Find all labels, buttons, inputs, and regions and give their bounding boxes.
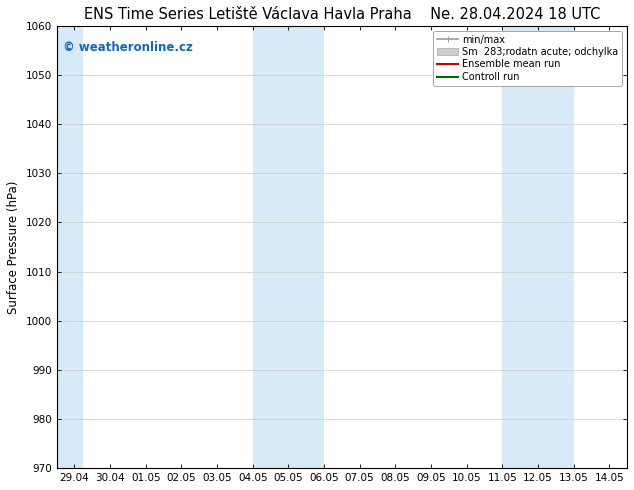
Text: © weatheronline.cz: © weatheronline.cz xyxy=(63,41,193,54)
Bar xyxy=(502,26,574,468)
Bar xyxy=(56,26,83,468)
Bar xyxy=(253,26,324,468)
Legend: min/max, Sm  283;rodatn acute; odchylka, Ensemble mean run, Controll run: min/max, Sm 283;rodatn acute; odchylka, … xyxy=(433,31,622,86)
Title: ENS Time Series Letiště Václava Havla Praha    Ne. 28.04.2024 18 UTC: ENS Time Series Letiště Václava Havla Pr… xyxy=(84,7,600,22)
Y-axis label: Surface Pressure (hPa): Surface Pressure (hPa) xyxy=(7,180,20,314)
